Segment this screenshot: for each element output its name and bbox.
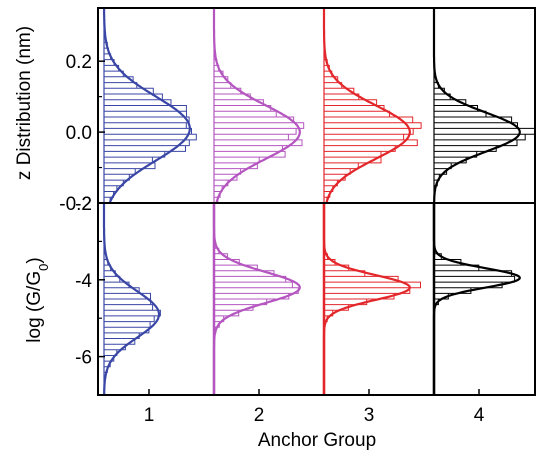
panel-2 <box>102 203 521 395</box>
group-4-distribution <box>432 8 536 203</box>
group-3-distribution <box>322 203 421 395</box>
group-2-histogram <box>214 242 299 334</box>
group-3-fit-curve <box>322 8 411 204</box>
group-4-fit-curve <box>432 203 521 395</box>
y-tick-label-panel2: -6 <box>75 348 92 369</box>
panel-1 <box>102 8 536 204</box>
group-2-fit-curve <box>212 203 301 395</box>
group-3-distribution <box>322 8 422 204</box>
x-tick-label: 1 <box>144 405 155 426</box>
group-3-fit-curve <box>322 203 411 395</box>
y-tick-label-panel1: -0.2 <box>59 194 92 215</box>
x-tick-label: 4 <box>474 405 485 426</box>
plot-frame <box>97 7 536 396</box>
y-tick-label-panel2: -4 <box>75 271 92 292</box>
bottom-panel-ylabel: log (G/G0) <box>24 257 51 342</box>
plot-area <box>102 8 536 395</box>
top-panel-ylabel: z Distribution (nm) <box>14 26 35 180</box>
y-tick-label-panel1: 0.0 <box>66 123 92 144</box>
x-tick-label: 3 <box>364 405 375 426</box>
group-1-fit-curve <box>102 8 191 204</box>
group-1-distribution <box>102 203 161 395</box>
axes-frame <box>97 7 536 396</box>
group-4-distribution <box>432 203 521 395</box>
y-tick-label-panel2: -2 <box>75 194 92 215</box>
axis-ticks: -0.2 0.0 0.2 -6 -4 -2 1 2 3 4 <box>59 52 484 426</box>
x-tick-label: 2 <box>254 405 265 426</box>
group-4-fit-curve <box>432 8 521 203</box>
x-axis-label: Anchor Group <box>258 430 376 451</box>
group-1-histogram <box>104 36 197 204</box>
group-1-fit-curve <box>102 203 161 395</box>
y-tick-label-panel1: 0.2 <box>66 52 92 73</box>
group-1-distribution <box>102 8 197 204</box>
group-2-distribution <box>212 8 305 204</box>
group-2-fit-curve <box>212 8 301 204</box>
group-2-distribution <box>212 203 301 395</box>
